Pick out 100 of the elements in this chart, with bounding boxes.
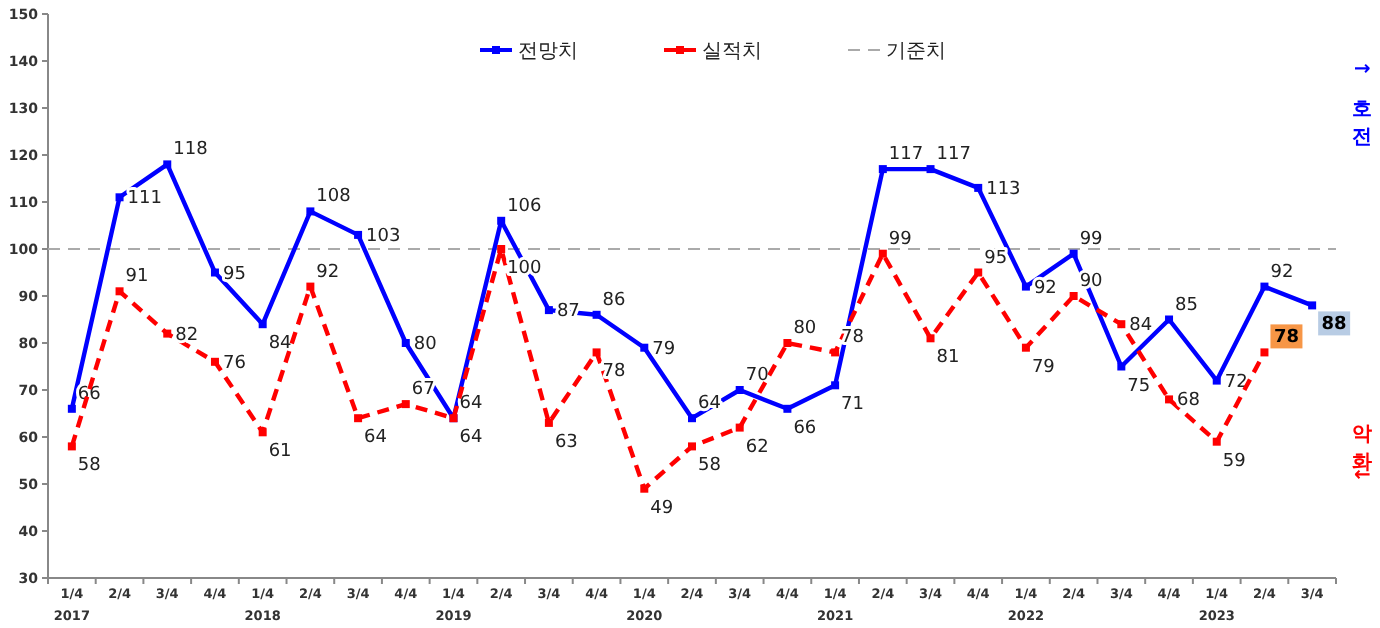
point: [1212, 376, 1221, 385]
point: [1069, 249, 1078, 258]
text: 악화↓: [1349, 410, 1371, 491]
legend-label: 실적치: [702, 41, 762, 63]
data-label: 63: [554, 432, 578, 453]
point: [497, 245, 506, 253]
point: [926, 334, 935, 343]
point: [354, 230, 363, 239]
point: [592, 348, 601, 357]
data-label: 95: [984, 248, 1008, 269]
point: [1165, 395, 1174, 404]
point: [210, 268, 219, 277]
point: [354, 414, 363, 423]
point: [258, 320, 267, 329]
point: [831, 381, 840, 390]
point: [926, 165, 935, 174]
data-label: 99: [1079, 229, 1104, 250]
point: [735, 423, 744, 432]
point: [544, 306, 553, 315]
data-label: 58: [698, 456, 722, 477]
point: [878, 165, 887, 174]
data-label: 103: [366, 226, 401, 247]
legend-label: 기준치: [886, 41, 946, 63]
data-label: 67: [411, 380, 435, 401]
data-label: 106: [507, 196, 543, 217]
point: [306, 207, 315, 216]
data-label: 82: [175, 325, 199, 346]
point: [401, 400, 410, 409]
data-label: 92: [316, 262, 340, 283]
point: [1117, 362, 1126, 371]
point: [67, 404, 76, 413]
data-label: 111: [127, 189, 162, 210]
data-label: 76: [222, 353, 247, 374]
data-label: 99: [888, 229, 913, 250]
point: [1260, 282, 1269, 291]
point: [640, 343, 649, 352]
data-label: 72: [1224, 372, 1248, 393]
point: [592, 310, 601, 319]
point: [878, 249, 887, 258]
data-label: 117: [888, 145, 924, 166]
data-label: 84: [1129, 316, 1153, 337]
data-label: 80: [413, 335, 438, 355]
data-label: 79: [1031, 357, 1056, 378]
data-label: 64: [459, 428, 483, 449]
data-label: 91: [125, 267, 149, 288]
data-label: 113: [986, 179, 1021, 200]
data-label: 78: [602, 362, 627, 383]
point: [1212, 437, 1221, 446]
point: [974, 183, 983, 192]
data-label: 78: [1273, 328, 1299, 349]
data-label: 64: [459, 394, 483, 415]
point: [163, 329, 172, 338]
data-label: 61: [268, 442, 292, 463]
data-label: 117: [936, 145, 971, 166]
point: [1021, 343, 1030, 352]
text: ↑호전: [1349, 60, 1371, 147]
point: [640, 484, 649, 493]
point: [401, 339, 410, 347]
point: [831, 348, 840, 357]
data-label: 84: [268, 334, 293, 355]
point: [497, 216, 506, 225]
data-label: 58: [77, 456, 102, 477]
point: [306, 282, 315, 291]
point: [210, 357, 219, 366]
point: [688, 442, 696, 451]
data-label: 66: [77, 384, 102, 405]
data-label: 108: [316, 187, 352, 208]
legend-label: 전망치: [518, 41, 578, 63]
data-label: 92: [1270, 262, 1294, 283]
data-label: 85: [1175, 295, 1198, 316]
point: [735, 386, 744, 394]
point: [1117, 320, 1126, 329]
data-label: 88: [1321, 315, 1347, 336]
data-label: 79: [652, 339, 676, 360]
point: [1165, 315, 1174, 324]
data-label: 59: [1222, 451, 1247, 472]
point: [115, 287, 124, 296]
data-label: 49: [650, 498, 674, 519]
data-label: 86: [602, 290, 627, 311]
point: [1021, 282, 1030, 291]
point: [783, 339, 792, 347]
point: [783, 404, 792, 413]
data-label: 75: [1127, 376, 1151, 397]
point: [688, 414, 696, 423]
data-label: 64: [364, 428, 388, 449]
data-label: 62: [745, 437, 769, 458]
data-label: 66: [793, 418, 817, 439]
data-label: 71: [841, 395, 865, 416]
data-label: 92: [1033, 278, 1057, 299]
point: [1260, 348, 1269, 357]
point: [67, 442, 76, 451]
point: [163, 160, 172, 169]
data-label: 95: [222, 264, 246, 285]
point: [544, 418, 553, 427]
point: [1308, 301, 1317, 310]
data-label: 118: [173, 140, 209, 161]
point: [974, 268, 983, 277]
data-label: 68: [1177, 391, 1201, 412]
data-label: 70: [745, 366, 770, 386]
point: [115, 193, 124, 202]
